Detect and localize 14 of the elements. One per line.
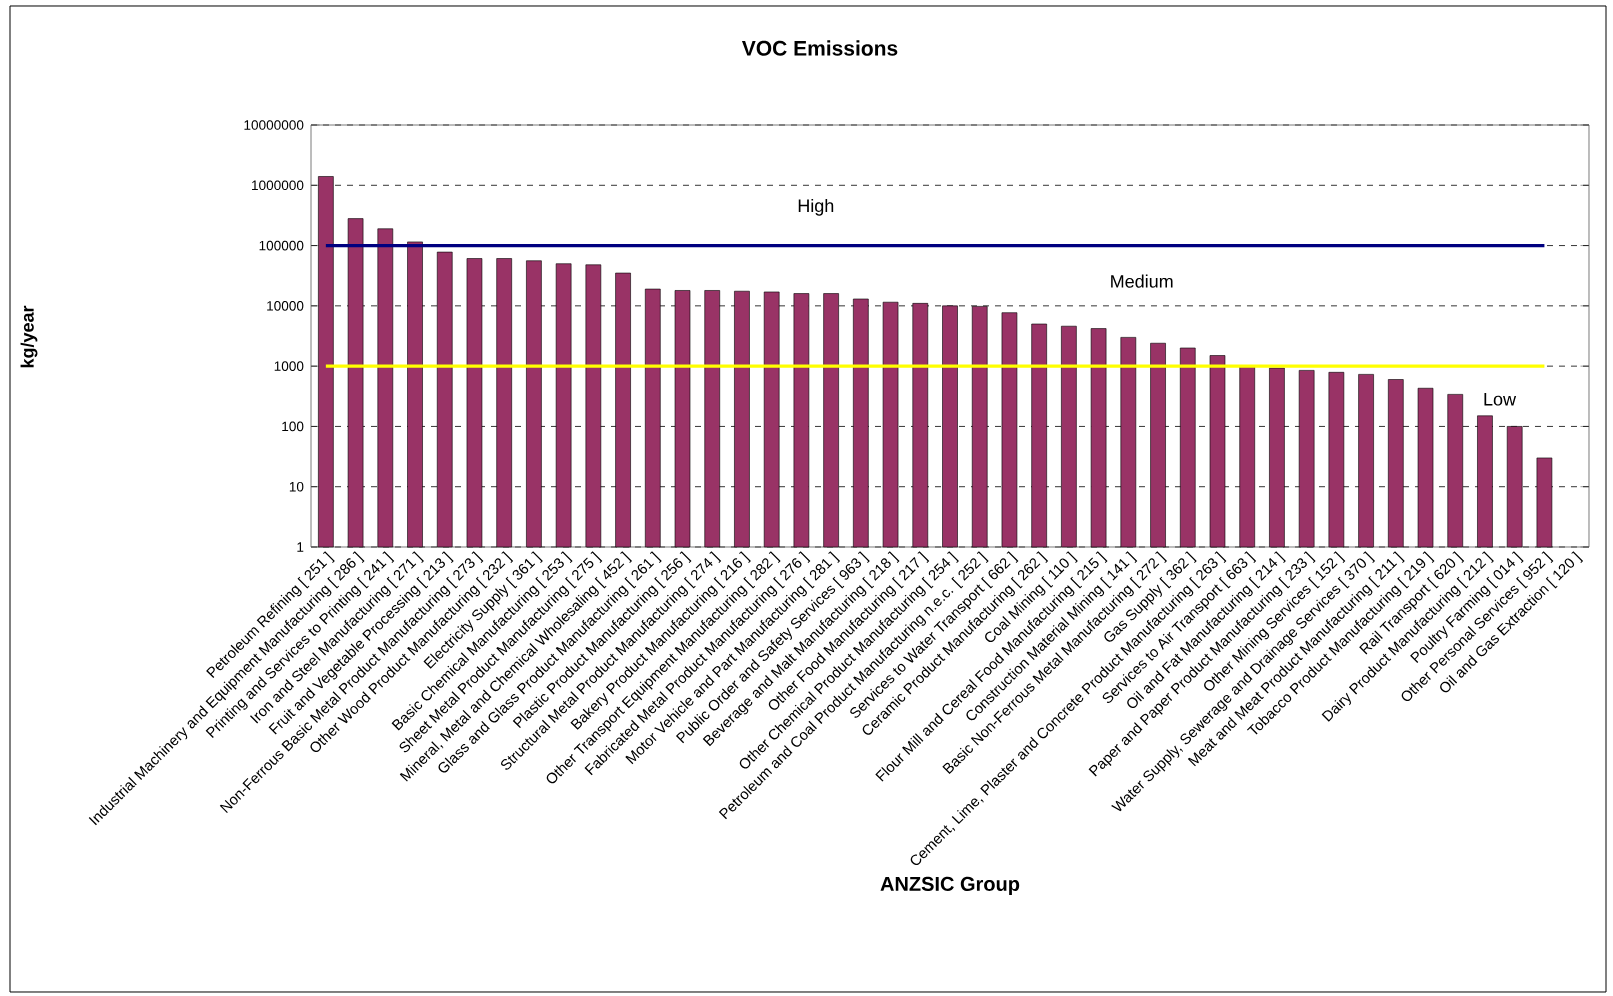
x-axis-title: ANZSIC Group (880, 876, 1020, 895)
annotation: Medium (1111, 274, 1173, 288)
chart-title: VOC Emissions (741, 40, 898, 56)
annotation: Low (1484, 393, 1517, 406)
y-tick-label: 10000000 (244, 120, 304, 130)
y-tick-label: 10 (289, 481, 304, 492)
y-tick-label: 10000 (267, 301, 304, 311)
y-axis-title: kg/year (20, 305, 38, 368)
y-tick-label: 100000 (259, 240, 304, 251)
annotation: High (798, 198, 834, 216)
y-tick-label: 1000000 (252, 180, 304, 191)
y-tick-label: 100 (282, 421, 304, 432)
y-tick-label: 1 (297, 542, 304, 552)
y-tick-label: 1000 (274, 361, 304, 371)
